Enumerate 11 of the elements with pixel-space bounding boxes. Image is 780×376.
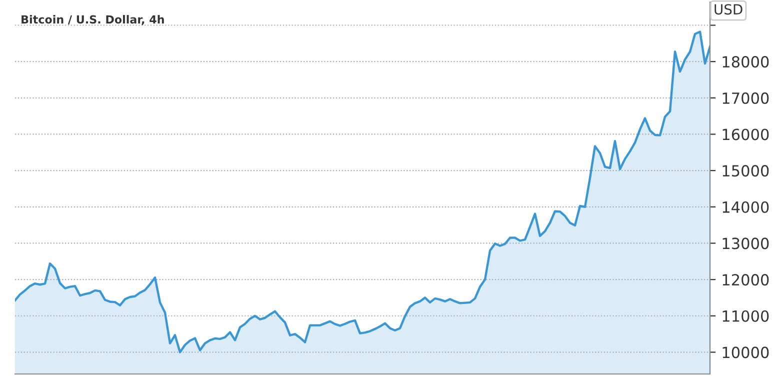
y-tick-label: 17000 xyxy=(722,92,769,104)
y-tick-label: 16000 xyxy=(722,128,769,140)
y-tick-label: 18000 xyxy=(722,56,769,68)
y-tick-label: 14000 xyxy=(722,201,769,213)
y-tick-label: 10000 xyxy=(722,346,769,358)
y-tick-label: 15000 xyxy=(722,165,769,177)
y-axis-title: USD xyxy=(714,4,742,15)
y-tick-label: 12000 xyxy=(722,274,769,286)
y-tick-label: 13000 xyxy=(722,238,769,250)
text: Bitcoin / U.S. Dollar, 4h xyxy=(22,15,164,26)
y-tick-label: 11000 xyxy=(722,310,769,322)
